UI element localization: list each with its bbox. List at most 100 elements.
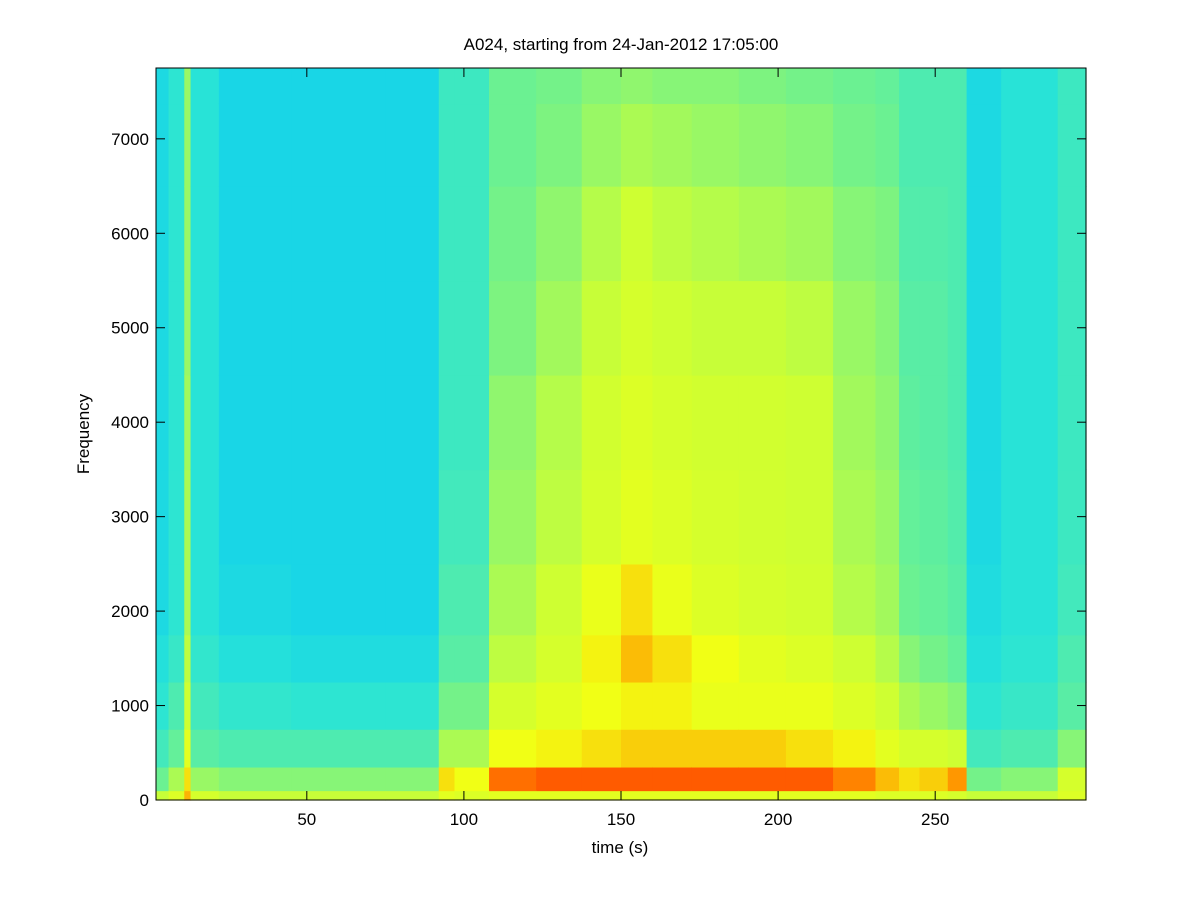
heatmap-cell bbox=[184, 681, 192, 730]
heatmap-cell bbox=[218, 729, 292, 768]
heatmap-cell bbox=[489, 374, 537, 471]
heatmap-cell bbox=[652, 634, 693, 683]
heatmap-cell bbox=[919, 103, 949, 187]
heatmap-cell bbox=[738, 186, 787, 282]
heatmap-cell bbox=[1057, 68, 1087, 105]
heatmap-cell bbox=[1057, 103, 1087, 187]
heatmap-cell bbox=[168, 766, 185, 792]
heatmap-cell bbox=[385, 729, 440, 768]
heatmap-cell bbox=[1057, 563, 1087, 636]
heatmap-cell bbox=[385, 374, 440, 471]
heatmap-cell bbox=[1001, 374, 1059, 471]
heatmap-cell bbox=[947, 790, 968, 801]
heatmap-cell bbox=[291, 374, 386, 471]
y-axis-label: Frequency bbox=[74, 393, 93, 474]
heatmap-cell bbox=[536, 374, 583, 471]
heatmap-cell bbox=[536, 469, 583, 565]
heatmap-cell bbox=[438, 729, 456, 768]
heatmap-cell bbox=[184, 103, 192, 187]
heatmap-cell bbox=[899, 469, 921, 565]
heatmap-cell bbox=[785, 766, 834, 792]
heatmap-cell bbox=[438, 563, 456, 636]
heatmap-cell bbox=[438, 634, 456, 683]
heatmap-cell bbox=[899, 103, 921, 187]
heatmap-cell bbox=[190, 374, 220, 471]
heatmap-cell bbox=[218, 766, 292, 792]
heatmap-cell bbox=[291, 186, 386, 282]
heatmap-cell bbox=[785, 374, 834, 471]
x-tick-label: 200 bbox=[764, 810, 792, 829]
heatmap-cell bbox=[156, 729, 170, 768]
heatmap-cell bbox=[966, 634, 1002, 683]
heatmap-cell bbox=[1001, 681, 1059, 730]
heatmap-cell bbox=[919, 634, 949, 683]
heatmap-cell bbox=[190, 186, 220, 282]
heatmap-cell bbox=[785, 68, 834, 105]
heatmap-cell bbox=[184, 634, 192, 683]
heatmap-cell bbox=[738, 280, 787, 376]
heatmap-cell bbox=[875, 563, 900, 636]
heatmap-cell bbox=[947, 374, 968, 471]
heatmap-cell bbox=[291, 563, 386, 636]
heatmap-cell bbox=[536, 103, 583, 187]
heatmap-cell bbox=[691, 634, 740, 683]
y-axis-ticks: 0 1000 2000 3000 4000 5000 6000 7000 bbox=[111, 130, 1086, 810]
heatmap-cell bbox=[454, 103, 490, 187]
heatmap-cell bbox=[652, 103, 693, 187]
heatmap-cell bbox=[621, 68, 654, 105]
heatmap-cell bbox=[489, 681, 537, 730]
heatmap-cell bbox=[190, 681, 220, 730]
x-tick-label: 50 bbox=[297, 810, 316, 829]
y-tick-label: 5000 bbox=[111, 319, 149, 338]
chart-title: A024, starting from 24-Jan-2012 17:05:00 bbox=[464, 35, 779, 54]
heatmap-cell bbox=[621, 469, 654, 565]
heatmap-cell bbox=[919, 186, 949, 282]
heatmap-cell bbox=[1057, 729, 1087, 768]
heatmap-cell bbox=[1001, 563, 1059, 636]
heatmap-cell bbox=[190, 68, 220, 105]
heatmap-cell bbox=[454, 68, 490, 105]
y-tick-label: 3000 bbox=[111, 508, 149, 527]
heatmap-cell bbox=[966, 103, 1002, 187]
heatmap-cell bbox=[875, 790, 900, 801]
heatmap-cell bbox=[218, 374, 292, 471]
heatmap-cell bbox=[454, 563, 490, 636]
y-tick-label: 7000 bbox=[111, 130, 149, 149]
heatmap-cell bbox=[489, 563, 537, 636]
heatmap-cell bbox=[875, 280, 900, 376]
heatmap-cell bbox=[168, 790, 185, 801]
heatmap-cell bbox=[966, 280, 1002, 376]
heatmap-cell bbox=[919, 790, 949, 801]
heatmap-cell bbox=[454, 790, 490, 801]
heatmap-cell bbox=[168, 563, 185, 636]
heatmap-cell bbox=[438, 681, 456, 730]
heatmap-cell bbox=[168, 729, 185, 768]
heatmap-cell bbox=[738, 681, 787, 730]
heatmap-cell bbox=[652, 563, 693, 636]
heatmap-cell bbox=[1057, 790, 1087, 801]
heatmap-cell bbox=[947, 681, 968, 730]
heatmap-cell bbox=[652, 280, 693, 376]
heatmap-cell bbox=[875, 68, 900, 105]
heatmap-cell bbox=[833, 766, 877, 792]
heatmap-cell bbox=[438, 280, 456, 376]
heatmap-cell bbox=[581, 103, 622, 187]
heatmap-cell bbox=[899, 681, 921, 730]
heatmap-cell bbox=[454, 186, 490, 282]
heatmap-cell bbox=[156, 790, 170, 801]
y-tick-label: 4000 bbox=[111, 413, 149, 432]
heatmap-cell bbox=[966, 790, 1002, 801]
heatmap-cell bbox=[691, 766, 740, 792]
heatmap-cell bbox=[785, 469, 834, 565]
heatmap-cell bbox=[291, 103, 386, 187]
heatmap-cell bbox=[489, 280, 537, 376]
heatmap-cell bbox=[218, 103, 292, 187]
heatmap-cell bbox=[785, 186, 834, 282]
heatmap-cell bbox=[190, 280, 220, 376]
heatmap-cell bbox=[691, 790, 740, 801]
heatmap-cell bbox=[489, 186, 537, 282]
heatmap-cell bbox=[291, 280, 386, 376]
heatmap-cell bbox=[536, 729, 583, 768]
heatmap-cell bbox=[536, 634, 583, 683]
heatmap-cell bbox=[652, 681, 693, 730]
